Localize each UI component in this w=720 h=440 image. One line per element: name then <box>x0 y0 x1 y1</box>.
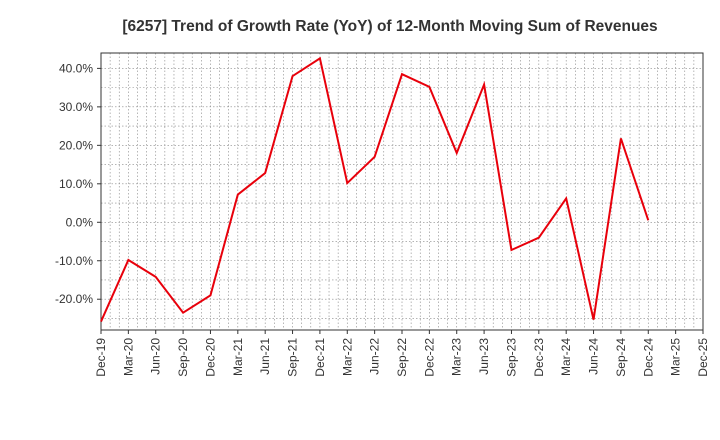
y-tick-label: 20.0% <box>59 138 93 152</box>
y-tick-label: -20.0% <box>55 292 93 306</box>
series-line <box>100 56 650 322</box>
x-tick-label: Jun-23 <box>477 338 491 375</box>
x-tick-label: Mar-25 <box>669 338 683 376</box>
chart-title: [6257] Trend of Growth Rate (YoY) of 12-… <box>122 18 657 35</box>
y-tick-label: 30.0% <box>59 100 93 114</box>
x-tick-label: Mar-23 <box>450 338 464 376</box>
x-tick-label: Jun-20 <box>149 338 163 375</box>
x-tick-label: Mar-24 <box>559 338 573 376</box>
x-tick-label: Dec-21 <box>313 338 327 377</box>
x-tick-label: Sep-22 <box>395 338 409 377</box>
x-tick-label: Dec-22 <box>422 338 436 377</box>
y-tick-label: 10.0% <box>59 177 93 191</box>
y-axis: -20.0% -10.0% 0.0% 10.0% 20.0% 30.0% 40.0% <box>55 61 101 306</box>
grid <box>101 53 703 330</box>
x-tick-label: Jun-24 <box>587 338 601 375</box>
x-tick-label: Dec-20 <box>203 338 217 377</box>
x-tick-label: Mar-22 <box>340 338 354 376</box>
series <box>100 56 650 322</box>
x-tick-label: Sep-24 <box>614 338 628 377</box>
x-tick-label: Mar-21 <box>231 338 245 376</box>
x-tick-label: Dec-23 <box>532 338 546 377</box>
x-axis: Dec-19 Mar-20 Jun-20 Sep-20 Dec-20 Mar-21 Jun-… <box>94 330 710 377</box>
y-tick-label: 40.0% <box>59 61 93 75</box>
x-tick-label: Jun-22 <box>368 338 382 375</box>
y-tick-label: 0.0% <box>66 215 94 229</box>
y-tick-label: -10.0% <box>55 254 93 268</box>
x-tick-label: Sep-23 <box>504 338 518 377</box>
x-tick-label: Sep-21 <box>286 338 300 377</box>
x-tick-label: Mar-20 <box>121 338 135 376</box>
x-tick-label: Jun-21 <box>258 338 272 375</box>
x-tick-label: Dec-25 <box>696 338 710 377</box>
x-tick-label: Sep-20 <box>176 338 190 377</box>
x-tick-label: Dec-19 <box>94 338 108 377</box>
x-tick-label: Dec-24 <box>641 338 655 377</box>
